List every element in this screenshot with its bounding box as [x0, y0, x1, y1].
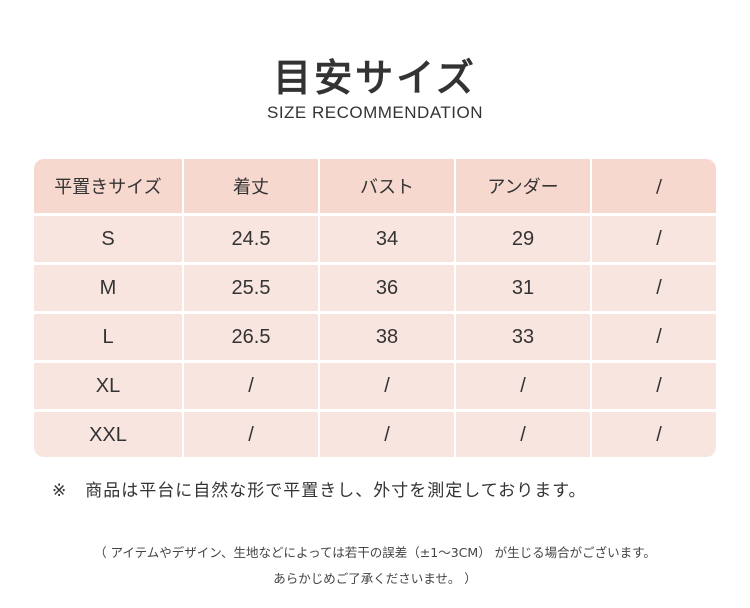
- table-cell: /: [456, 363, 590, 412]
- column-header: 着丈: [184, 159, 318, 216]
- table-row: M 25.5 36 31 /: [34, 265, 716, 314]
- table-cell: /: [184, 363, 318, 412]
- table-cell: 33: [456, 314, 590, 363]
- table-row: L 26.5 38 33 /: [34, 314, 716, 363]
- table-cell: 24.5: [184, 216, 318, 265]
- table-cell: /: [592, 265, 716, 314]
- column-header: バスト: [320, 159, 454, 216]
- table-cell: 26.5: [184, 314, 318, 363]
- size-table: 平置きサイズ 着丈 バスト アンダー / S 24.5 34 29 / M 25…: [34, 159, 716, 457]
- disclaimer-line: （ アイテムやデザイン、生地などによっては若干の誤差（±1～3CM） が生じる場…: [94, 545, 656, 560]
- measurement-note: ※ 商品は平台に自然な形で平置きし、外寸を測定しております。: [52, 479, 587, 503]
- size-label-cell: L: [34, 314, 182, 363]
- column-header: アンダー: [456, 159, 590, 216]
- table-cell: 38: [320, 314, 454, 363]
- size-label-cell: S: [34, 216, 182, 265]
- table-cell: /: [592, 363, 716, 412]
- table-row: XL / / / /: [34, 363, 716, 412]
- table-cell: /: [592, 216, 716, 265]
- table-header-row: 平置きサイズ 着丈 バスト アンダー /: [34, 159, 716, 216]
- page-subtitle: SIZE RECOMMENDATION: [266, 103, 484, 122]
- table-cell: 29: [456, 216, 590, 265]
- table-cell: 25.5: [184, 265, 318, 314]
- table-cell: /: [320, 363, 454, 412]
- size-label-cell: XXL: [34, 412, 182, 457]
- note-mark: ※: [52, 481, 68, 501]
- disclaimer-line: あらかじめご了承くださいませ。 ）: [273, 571, 477, 586]
- size-label-cell: XL: [34, 363, 182, 412]
- size-label-cell: M: [34, 265, 182, 314]
- note-text: 商品は平台に自然な形で平置きし、外寸を測定しております。: [85, 481, 587, 501]
- table-cell: /: [592, 314, 716, 363]
- table-cell: /: [184, 412, 318, 457]
- table-cell: 36: [320, 265, 454, 314]
- disclaimer: （ アイテムやデザイン、生地などによっては若干の誤差（±1～3CM） が生じる場…: [0, 540, 750, 592]
- size-table-container: 平置きサイズ 着丈 バスト アンダー / S 24.5 34 29 / M 25…: [34, 159, 716, 457]
- table-cell: 31: [456, 265, 590, 314]
- table-cell: /: [320, 412, 454, 457]
- table-row: XXL / / / /: [34, 412, 716, 457]
- page-title: 目安サイズ: [273, 56, 477, 100]
- column-header: /: [592, 159, 716, 216]
- table-row: S 24.5 34 29 /: [34, 216, 716, 265]
- table-cell: 34: [320, 216, 454, 265]
- column-header: 平置きサイズ: [34, 159, 182, 216]
- table-cell: /: [456, 412, 590, 457]
- table-cell: /: [592, 412, 716, 457]
